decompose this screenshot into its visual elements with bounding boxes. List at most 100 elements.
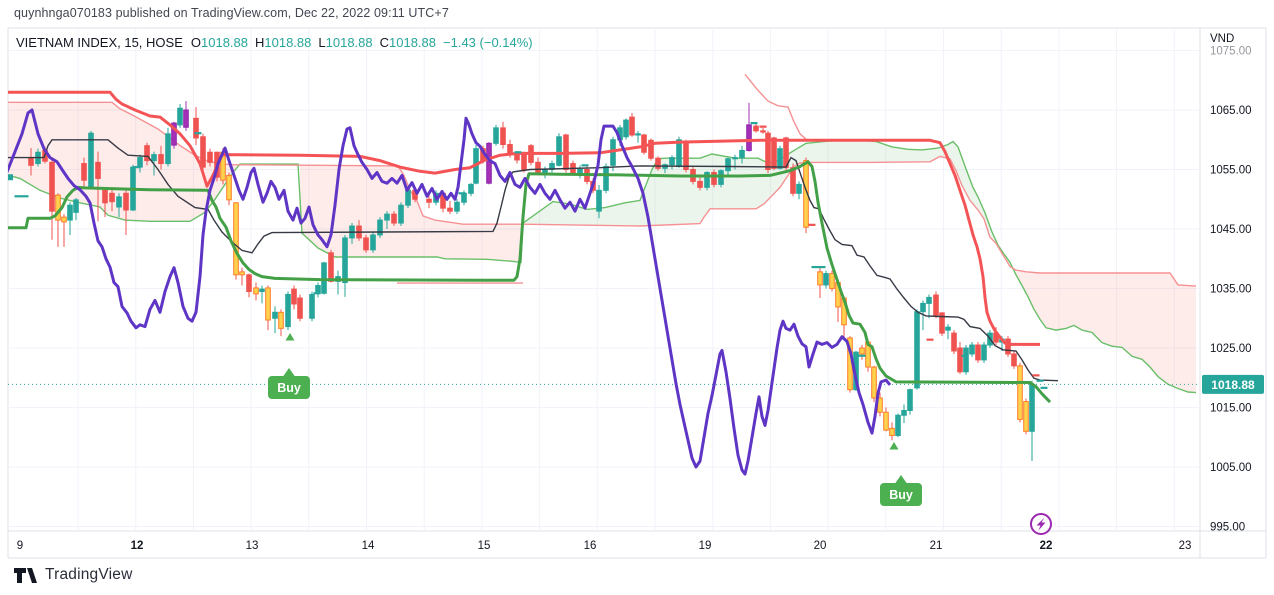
candle (370, 231, 376, 253)
candle-body (183, 109, 189, 128)
candle-body (697, 180, 703, 188)
candle (981, 342, 987, 363)
tradingview-attribution[interactable]: TradingView (14, 566, 133, 584)
time-tick-label[interactable]: 12 (131, 540, 144, 552)
candle-body (285, 293, 291, 328)
time-tick-label[interactable]: 13 (246, 540, 259, 552)
candle-body (384, 213, 390, 221)
candle (823, 270, 829, 289)
candle-body (577, 169, 583, 173)
symbol-title[interactable]: VIETNAM INDEX, 15, HOSE (16, 35, 183, 50)
candle (697, 175, 703, 191)
candle-body (829, 273, 835, 289)
candle-body (321, 262, 327, 294)
candle (73, 198, 79, 221)
candle (259, 285, 265, 304)
candle (596, 184, 602, 219)
candle (829, 270, 835, 292)
candle-body (207, 151, 213, 163)
time-tick-label[interactable]: 22 (1040, 540, 1053, 552)
candle-body (556, 136, 562, 166)
candle-body (363, 237, 369, 251)
candle-body (233, 202, 239, 276)
price-tick-label: 1005.00 (1210, 462, 1252, 474)
time-tick-label[interactable]: 21 (930, 540, 943, 552)
price-tick-label: 1065.00 (1210, 105, 1252, 117)
candle-body (933, 294, 939, 316)
candle (926, 294, 932, 319)
candle-body (635, 133, 641, 136)
price-tick-label: 1035.00 (1210, 284, 1252, 296)
candle (945, 324, 951, 340)
candle (468, 183, 474, 197)
candle-body (265, 287, 271, 321)
candle-body (920, 302, 926, 313)
candle-body (817, 271, 823, 286)
time-tick-label[interactable]: 9 (17, 540, 23, 552)
time-axis: 9 12 13 14 15 16 19 20 21 22 23 (17, 540, 1192, 552)
candle-body (370, 234, 376, 251)
candle (447, 201, 453, 215)
candle-body (239, 271, 245, 276)
candle-body (951, 332, 957, 352)
candle-body (725, 158, 731, 172)
candle (49, 158, 55, 240)
candle-body (200, 136, 206, 168)
candle (1005, 336, 1011, 357)
time-tick-label[interactable]: 15 (478, 540, 491, 552)
candle-body (377, 219, 383, 236)
price-tick-label: 1055.00 (1210, 165, 1252, 177)
kijun-thick-red-line (8, 90, 1040, 346)
candle (1011, 350, 1017, 369)
candle-body (137, 157, 143, 168)
plot-area (8, 73, 1200, 476)
candle (765, 130, 771, 174)
candle-body (926, 296, 932, 304)
candle (803, 157, 809, 234)
candle-body (447, 207, 453, 212)
candle-body (291, 288, 297, 305)
candle-body (859, 347, 865, 355)
candle (914, 309, 920, 390)
time-tick-label[interactable]: 19 (699, 540, 712, 552)
candle-body (542, 169, 548, 173)
candle (171, 121, 177, 149)
candle-body (969, 344, 975, 355)
candle (549, 160, 555, 173)
candle-body (596, 189, 602, 212)
tradingview-logo-icon (14, 567, 37, 583)
candle (711, 169, 717, 188)
candle-body (461, 192, 467, 203)
time-tick-label[interactable]: 16 (584, 540, 597, 552)
cloud-bearish (1014, 268, 1196, 393)
candle (391, 211, 397, 227)
candle (895, 413, 901, 438)
tenkan-black-line (8, 139, 1059, 382)
chart-legend[interactable]: VIETNAM INDEX, 15, HOSE O1018.88 H1018.8… (16, 35, 533, 50)
time-tick-label[interactable]: 20 (814, 540, 827, 552)
price-tick-label: 1045.00 (1210, 224, 1252, 236)
candle-body (193, 117, 199, 139)
candle-body (746, 124, 752, 151)
candle (61, 214, 67, 247)
time-tick-label[interactable]: 14 (362, 540, 375, 552)
candle-body (732, 157, 738, 160)
candle (683, 139, 689, 173)
candle (193, 107, 199, 146)
candle (165, 127, 171, 167)
time-tick-label[interactable]: 23 (1179, 540, 1192, 552)
candle-body (777, 148, 783, 169)
candle-body (165, 133, 171, 165)
candle (1029, 380, 1035, 462)
up-triangle-mark (889, 442, 899, 450)
published-info: quynhnga070183 published on TradingView.… (14, 6, 449, 20)
candle (570, 160, 576, 175)
candle-body (151, 154, 157, 162)
candle (901, 404, 907, 423)
candle-body (61, 216, 67, 223)
candle (297, 294, 303, 322)
candle (265, 285, 271, 331)
candle-body (629, 116, 635, 136)
